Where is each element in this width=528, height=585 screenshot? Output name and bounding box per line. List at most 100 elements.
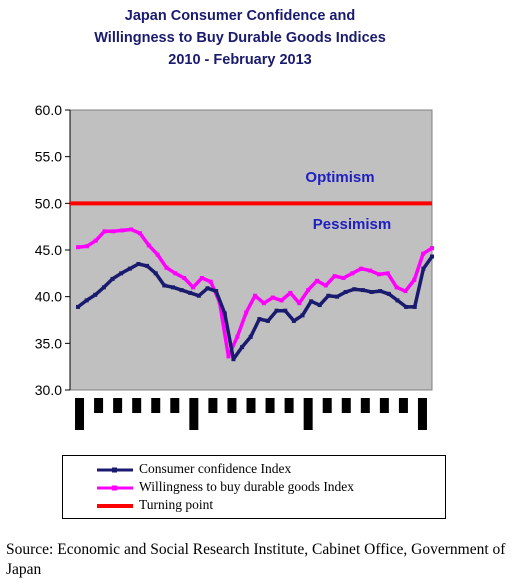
- data-point-durable: [84, 244, 89, 249]
- data-point-durable: [164, 265, 169, 270]
- plot-background: [69, 109, 433, 391]
- chart-legend: Consumer confidence Index Willingness to…: [62, 455, 446, 519]
- data-point-durable: [253, 293, 257, 298]
- legend-item-durable: Willingness to buy durable goods Index: [63, 478, 443, 496]
- data-point-consumer: [153, 271, 158, 276]
- data-point-durable: [359, 266, 364, 271]
- plot-area: 60.0 55.0 50.0 45.0 40.0 35.0 30.0 Optimism Pess…: [35, 102, 434, 430]
- data-point-durable: [111, 229, 116, 234]
- data-point-consumer: [170, 285, 175, 290]
- x-tick-bar: [322, 398, 332, 413]
- data-point-durable: [412, 277, 417, 282]
- data-point-consumer: [412, 304, 417, 309]
- data-point-durable: [137, 231, 142, 236]
- data-point-consumer: [317, 303, 322, 308]
- x-tick-bar: [246, 398, 256, 413]
- chart-title-line-3: 2010 - February 2013: [168, 52, 312, 68]
- x-tick-bar: [341, 398, 351, 413]
- data-point-consumer: [222, 311, 227, 316]
- data-point-durable: [368, 268, 373, 273]
- data-point-durable: [350, 271, 355, 276]
- legend-label-turning: Turning point: [139, 497, 214, 512]
- x-tick-bar: [398, 398, 408, 413]
- data-point-durable: [146, 243, 151, 248]
- x-tick-bar: [132, 398, 142, 413]
- data-point-durable: [394, 285, 399, 290]
- data-point-consumer: [360, 288, 365, 293]
- data-point-consumer: [214, 289, 219, 294]
- x-tick-bar: [170, 398, 180, 413]
- data-point-durable: [332, 274, 337, 279]
- data-point-consumer: [395, 298, 400, 303]
- data-point-durable: [226, 354, 231, 359]
- data-point-durable: [323, 283, 328, 288]
- data-point-consumer: [145, 263, 150, 268]
- x-tick-bar: [189, 398, 199, 430]
- data-point-consumer: [326, 293, 331, 298]
- data-point-consumer: [76, 304, 80, 309]
- data-point-consumer: [430, 254, 434, 259]
- chart-title-line-1: Japan Consumer Confidence and: [124, 8, 356, 24]
- data-point-durable: [120, 228, 125, 233]
- data-point-durable: [261, 301, 266, 306]
- legend-label-durable: Willingness to buy durable goods Index: [139, 479, 355, 494]
- data-point-consumer: [136, 262, 141, 266]
- data-point-durable: [102, 229, 107, 234]
- x-tick-bar: [379, 398, 389, 413]
- data-point-consumer: [93, 292, 98, 297]
- data-point-durable: [191, 285, 196, 290]
- data-point-durable: [376, 272, 381, 277]
- data-point-durable: [288, 290, 293, 295]
- y-tick-label: 45.0: [35, 242, 62, 258]
- x-tick-bar: [284, 398, 294, 413]
- data-point-consumer: [240, 345, 245, 350]
- data-point-durable: [235, 334, 240, 339]
- data-point-durable: [430, 246, 434, 251]
- annotation-pessimism: Pessimism: [313, 216, 391, 233]
- data-point-consumer: [127, 266, 132, 271]
- data-point-consumer: [343, 290, 348, 294]
- data-point-consumer: [309, 299, 314, 304]
- data-point-durable: [155, 252, 160, 257]
- data-point-durable: [270, 295, 275, 300]
- data-point-consumer: [421, 266, 426, 271]
- data-point-consumer: [162, 283, 167, 288]
- data-point-durable: [421, 251, 426, 256]
- legend-swatch-durable: [97, 485, 133, 491]
- y-tick-label: 35.0: [35, 335, 62, 351]
- data-point-consumer: [386, 291, 391, 296]
- data-point-durable: [182, 276, 187, 280]
- x-tick-bar: [208, 398, 218, 413]
- data-point-consumer: [335, 294, 340, 299]
- legend-swatch-turning: [97, 504, 133, 508]
- x-tick-bar: [360, 398, 370, 413]
- data-point-consumer: [257, 317, 262, 322]
- source-note: Source: Economic and Social Research Ins…: [6, 541, 506, 578]
- data-point-consumer: [196, 293, 201, 298]
- x-tick-bar: [227, 398, 237, 413]
- x-tick-bar: [417, 398, 427, 430]
- data-point-durable: [297, 301, 302, 306]
- data-point-durable: [173, 271, 178, 276]
- y-tick-label: 40.0: [35, 289, 62, 305]
- x-tick-bar: [151, 398, 161, 413]
- data-point-durable: [306, 288, 311, 293]
- data-point-consumer: [300, 313, 305, 318]
- data-point-durable: [129, 227, 134, 232]
- data-point-consumer: [274, 308, 279, 313]
- data-point-consumer: [283, 308, 288, 313]
- data-point-consumer: [188, 290, 193, 295]
- data-point-consumer: [179, 288, 184, 293]
- x-tick-bar: [303, 398, 313, 430]
- legend-label-consumer: Consumer confidence Index: [139, 461, 292, 476]
- data-point-durable: [385, 271, 390, 276]
- legend-item-consumer: Consumer confidence Index: [63, 460, 443, 478]
- data-point-durable: [199, 276, 204, 280]
- data-point-consumer: [205, 286, 210, 291]
- y-tick-label: 30.0: [35, 382, 62, 398]
- chart-title-line-2: Willingness to Buy Durable Goods Indices: [94, 30, 386, 46]
- data-point-consumer: [119, 271, 124, 276]
- data-point-durable: [244, 310, 249, 315]
- annotation-optimism: Optimism: [305, 169, 374, 186]
